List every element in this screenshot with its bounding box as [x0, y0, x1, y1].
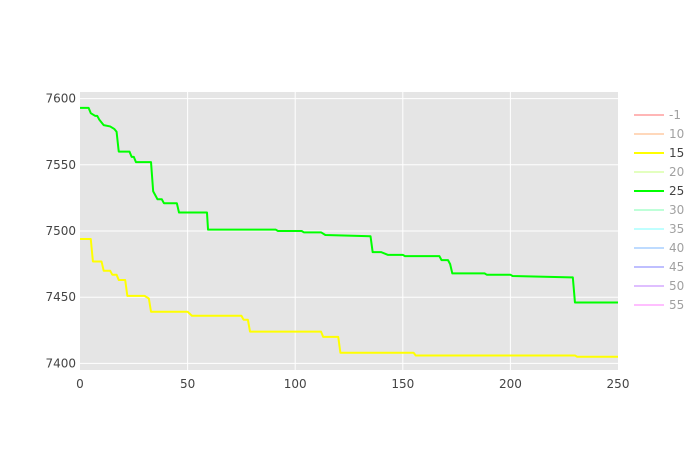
- legend-label: 20: [669, 165, 684, 179]
- legend-item-10[interactable]: 10: [634, 127, 684, 141]
- legend-item-30[interactable]: 30: [634, 203, 684, 217]
- legend-label: 45: [669, 260, 684, 274]
- y-tick-label: 7500: [45, 224, 76, 238]
- y-tick-label: 7550: [45, 158, 76, 172]
- y-tick-label: 7450: [45, 290, 76, 304]
- y-axis: 7400 7450 7500 7550 7600: [45, 92, 76, 371]
- x-tick-label: 150: [391, 377, 414, 391]
- legend-label: 10: [669, 127, 684, 141]
- x-axis: 0 50 100 150 200 250: [76, 377, 629, 391]
- legend-label: 40: [669, 241, 684, 255]
- series-line-25: [80, 106, 618, 304]
- y-tick-label: 7400: [45, 356, 76, 370]
- legend-item-25[interactable]: 25: [634, 184, 684, 198]
- x-tick-label: 0: [76, 377, 84, 391]
- legend-label: 55: [669, 298, 684, 312]
- legend-label: 50: [669, 279, 684, 293]
- legend[interactable]: -1 10 15 20 25 30 35 40 45 50 55: [634, 108, 684, 312]
- x-tick-label: 50: [180, 377, 195, 391]
- x-tick-label: 100: [284, 377, 307, 391]
- legend-item--1[interactable]: -1: [634, 108, 681, 122]
- legend-item-45[interactable]: 45: [634, 260, 684, 274]
- series-lines: [80, 106, 618, 358]
- x-tick-label: 200: [499, 377, 522, 391]
- legend-item-15[interactable]: 15: [634, 146, 684, 160]
- x-tick-label: 250: [607, 377, 630, 391]
- legend-label: -1: [669, 108, 681, 122]
- legend-item-35[interactable]: 35: [634, 222, 684, 236]
- legend-item-20[interactable]: 20: [634, 165, 684, 179]
- legend-label: 30: [669, 203, 684, 217]
- legend-label: 35: [669, 222, 684, 236]
- legend-item-50[interactable]: 50: [634, 279, 684, 293]
- legend-item-55[interactable]: 55: [634, 298, 684, 312]
- series-line-15: [80, 237, 618, 358]
- y-tick-label: 7600: [45, 92, 76, 106]
- legend-item-40[interactable]: 40: [634, 241, 684, 255]
- legend-label: 25: [669, 184, 684, 198]
- legend-label: 15: [669, 146, 684, 160]
